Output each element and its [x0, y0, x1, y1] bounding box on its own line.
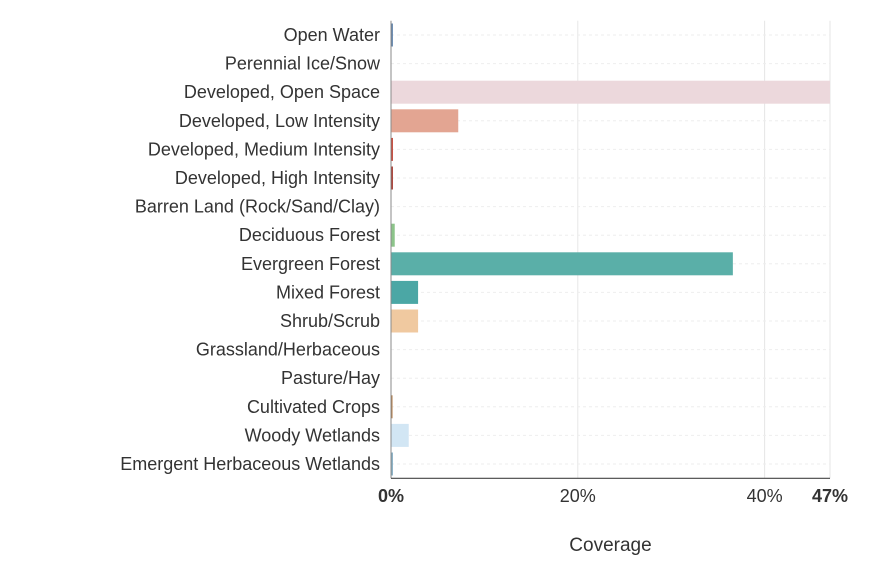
- category-label: Developed, Low Intensity: [179, 111, 380, 131]
- category-label: Pasture/Hay: [281, 368, 380, 388]
- x-tick-labels: 0% 20% 40% 47%: [378, 486, 848, 506]
- x-tick-label: 20%: [560, 486, 596, 506]
- bar[interactable]: [391, 80, 830, 104]
- category-label: Barren Land (Rock/Sand/Clay): [135, 197, 380, 217]
- category-label: Open Water: [284, 25, 380, 45]
- bar[interactable]: [391, 252, 733, 276]
- bar[interactable]: [391, 23, 393, 47]
- bar[interactable]: [391, 423, 409, 447]
- category-label: Emergent Herbaceous Wetlands: [120, 454, 380, 474]
- category-labels: Open Water Perennial Ice/Snow Developed, O…: [120, 25, 381, 474]
- bar[interactable]: [391, 395, 393, 419]
- category-label: Grassland/Herbaceous: [196, 340, 380, 360]
- category-label: Evergreen Forest: [241, 254, 380, 274]
- category-label: Developed, Medium Intensity: [148, 139, 380, 159]
- bar[interactable]: [391, 309, 419, 333]
- category-label: Perennial Ice/Snow: [225, 54, 381, 74]
- bar[interactable]: [391, 109, 459, 133]
- bar[interactable]: [391, 137, 393, 161]
- x-tick-label: 40%: [747, 486, 783, 506]
- bar[interactable]: [391, 223, 395, 247]
- bar[interactable]: [391, 166, 393, 190]
- x-tick-label: 47%: [812, 486, 848, 506]
- bar[interactable]: [391, 452, 393, 476]
- category-label: Deciduous Forest: [239, 225, 380, 245]
- category-label: Woody Wetlands: [245, 425, 380, 445]
- category-label: Cultivated Crops: [247, 397, 380, 417]
- bar[interactable]: [391, 280, 419, 304]
- bars: [391, 23, 830, 476]
- x-axis-title: Coverage: [569, 535, 651, 556]
- category-label: Shrub/Scrub: [280, 311, 380, 331]
- x-tick-label: 0%: [378, 486, 404, 506]
- category-label: Developed, Open Space: [184, 82, 380, 102]
- category-label: Mixed Forest: [276, 282, 380, 302]
- category-label: Developed, High Intensity: [175, 168, 380, 188]
